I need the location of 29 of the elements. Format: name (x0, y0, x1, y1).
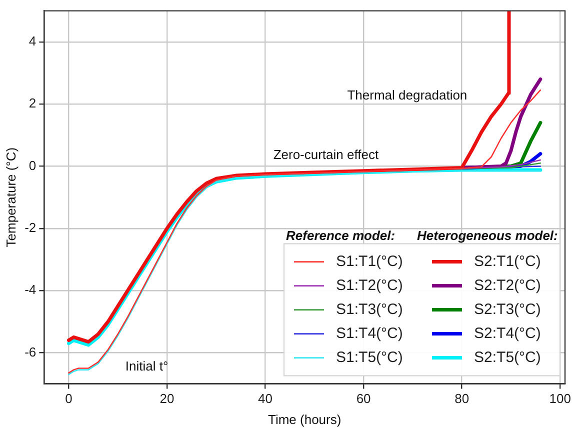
y-tick-label: 0 (28, 158, 36, 173)
text: Reference model: (286, 228, 396, 243)
legend-label: S1:T3(°C) (336, 300, 403, 318)
x-tick-label: 80 (454, 391, 470, 406)
text: Heterogeneous model: (417, 228, 558, 243)
legend-label: S1:T4(°C) (336, 324, 403, 342)
y-tick-label: -4 (24, 282, 36, 298)
legend-label: S1:T2(°C) (336, 276, 403, 294)
y-tick-label: -2 (24, 220, 36, 235)
x-tick-label: 40 (258, 391, 273, 406)
legend-label: S2:T1(°C) (474, 252, 541, 270)
legend-label: S1:T1(°C) (336, 252, 403, 270)
y-tick-label: 2 (28, 96, 36, 111)
y-axis-title: Temperature (°C) (3, 147, 18, 248)
y-tick-label: -6 (24, 344, 36, 360)
legend-label: S1:T5(°C) (336, 348, 403, 366)
annotation: Zero-curtain effect (273, 147, 379, 162)
legend-label: S2:T4(°C) (474, 324, 541, 342)
x-tick-label: 100 (549, 391, 571, 406)
x-tick-label: 60 (356, 391, 371, 406)
legend-label: S2:T3(°C) (474, 300, 541, 318)
legend-label: S2:T2(°C) (474, 276, 541, 294)
x-axis-title: Time (hours) (268, 412, 342, 427)
y-tick-label: 4 (28, 33, 36, 48)
annotation: Thermal degradation (347, 87, 468, 102)
x-tick-label: 20 (160, 391, 174, 406)
legend-label: S2:T5(°C) (474, 348, 541, 366)
annotation: Initial t° (125, 358, 168, 374)
x-tick-label: 0 (65, 391, 72, 406)
